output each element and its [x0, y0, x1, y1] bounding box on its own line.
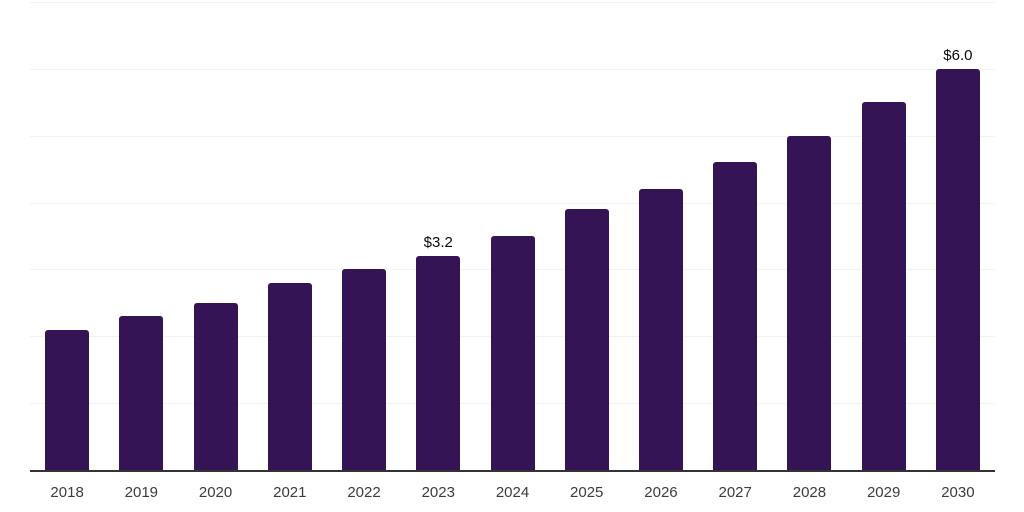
x-axis-line: [30, 470, 995, 472]
x-tick-label: 2029: [866, 484, 901, 501]
bar: [193, 302, 238, 470]
x-tick-label: 2020: [198, 484, 233, 501]
bar: [342, 269, 387, 470]
bar: [45, 329, 90, 470]
plot-area: $3.2 $6.0: [30, 2, 995, 472]
x-tick-label: 2023: [421, 484, 455, 501]
x-tick-label: 2019: [124, 484, 159, 501]
bar: [787, 135, 832, 470]
x-tick-label: 2024: [495, 484, 530, 501]
x-tick-label: 2030: [941, 484, 975, 501]
bar: [416, 256, 461, 470]
x-tick-label: 2027: [718, 484, 752, 501]
gridline: [30, 2, 995, 3]
gridline: [30, 135, 995, 137]
gridline: [30, 68, 995, 70]
bar: [490, 236, 535, 470]
bar: [119, 316, 164, 470]
gridline: [30, 202, 995, 204]
bar: [935, 68, 980, 470]
x-tick-label: 2021: [273, 484, 307, 501]
bar: [713, 162, 758, 470]
x-tick-label: 2026: [644, 484, 678, 501]
x-tick-label: 2028: [792, 484, 827, 501]
x-tick-label: 2025: [570, 484, 604, 501]
bar-value-label: $6.0: [943, 46, 973, 64]
x-tick-label: 2018: [50, 484, 84, 501]
bar: [861, 102, 906, 470]
bar: [638, 189, 683, 470]
bar: [267, 282, 312, 470]
bar: [564, 209, 609, 470]
x-tick-label: 2022: [347, 484, 381, 501]
bar-value-label: $3.2: [423, 234, 453, 252]
